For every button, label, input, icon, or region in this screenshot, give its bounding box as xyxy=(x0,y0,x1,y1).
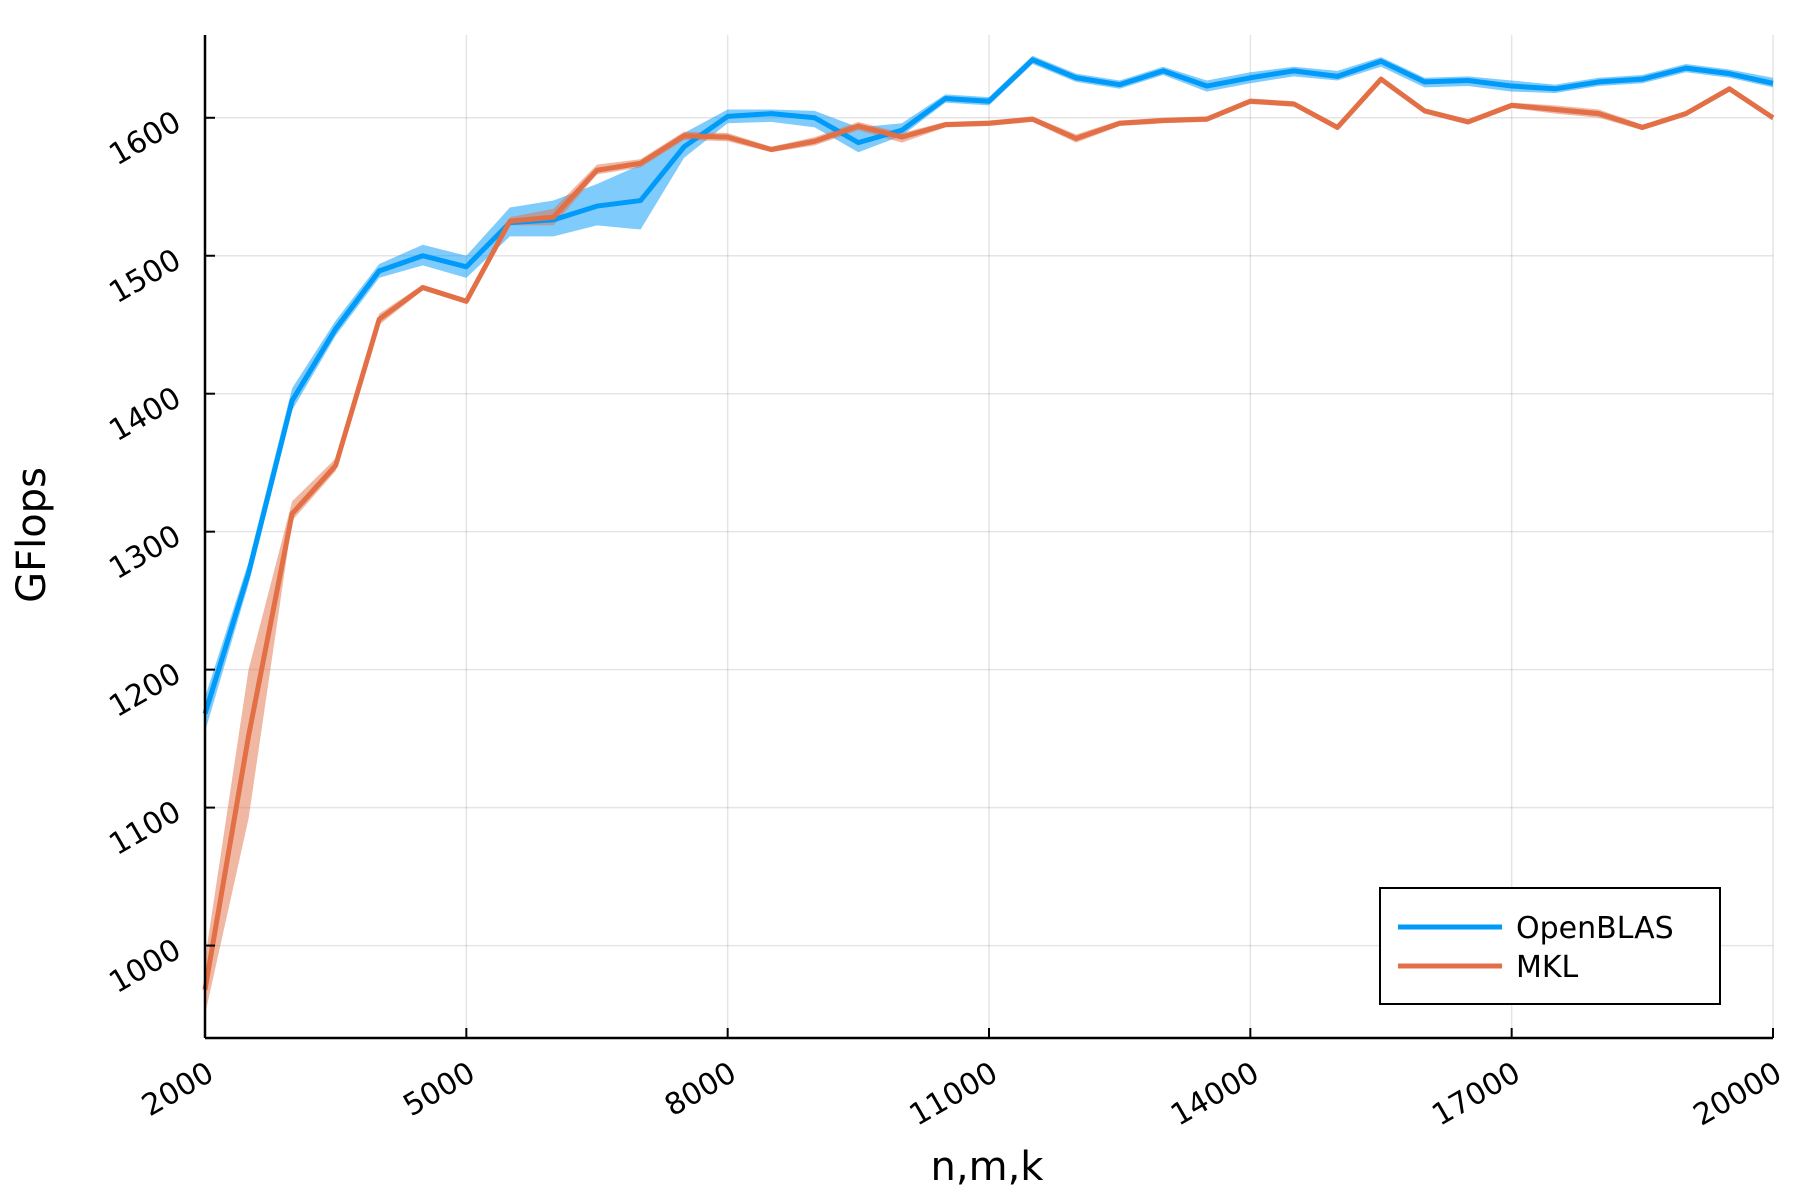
axes xyxy=(203,35,1774,1040)
legend-label-mkl: MKL xyxy=(1516,950,1579,985)
grid-lines xyxy=(204,35,1774,1038)
band-openblas xyxy=(205,55,1773,732)
line-openblas xyxy=(202,57,1774,715)
legend-box xyxy=(1379,887,1721,1005)
legend-label-openblas: OpenBLAS xyxy=(1516,911,1674,946)
legend: OpenBLAS MKL xyxy=(1379,887,1721,1005)
x-axis-title: n,m,k xyxy=(931,1144,1045,1190)
y-axis-title: GFlops xyxy=(9,467,55,603)
line-mkl xyxy=(202,76,1775,991)
series-lines xyxy=(202,57,1775,991)
confidence-bands xyxy=(205,55,1773,1015)
